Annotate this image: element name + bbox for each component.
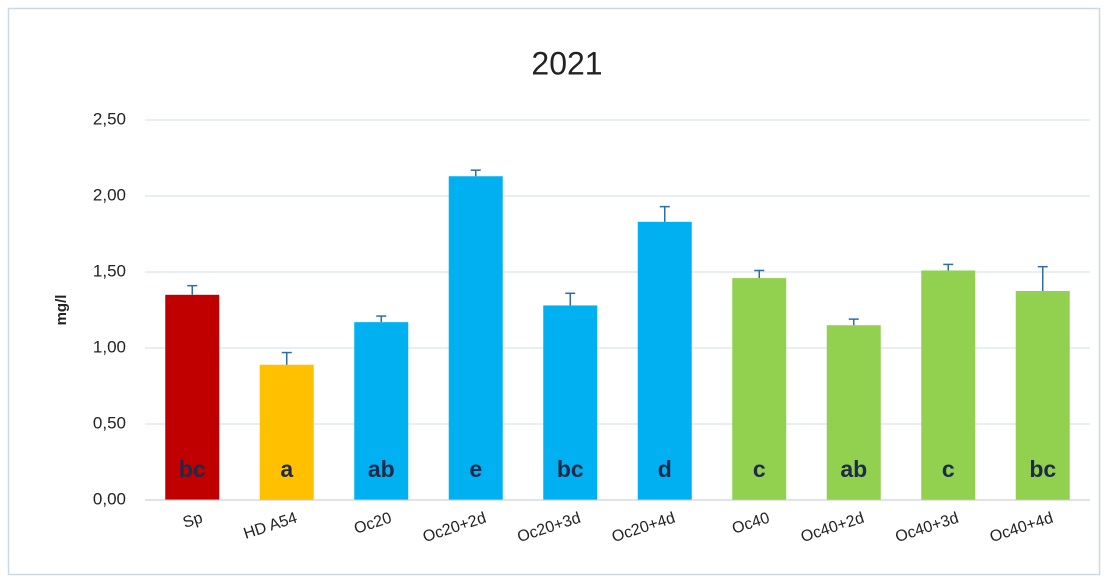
bar bbox=[1015, 291, 1070, 500]
annotation: bc bbox=[1029, 456, 1056, 482]
chart-title: 2021 bbox=[531, 45, 602, 81]
y-tick-label: 2,50 bbox=[93, 109, 126, 128]
bar bbox=[921, 270, 976, 500]
bar bbox=[165, 294, 220, 500]
y-tick-label: 2,00 bbox=[93, 185, 126, 204]
y-tick-label: 0,00 bbox=[93, 489, 126, 508]
annotation: bc bbox=[179, 456, 206, 482]
y-axis-label: mg/l bbox=[53, 295, 70, 326]
bar bbox=[732, 278, 787, 500]
bar bbox=[637, 221, 692, 500]
bar bbox=[543, 305, 598, 500]
annotation: c bbox=[942, 456, 955, 482]
bar bbox=[448, 176, 503, 501]
x-tick-label: Sp bbox=[181, 510, 205, 532]
bar bbox=[826, 325, 881, 500]
annotation: e bbox=[469, 456, 482, 482]
y-tick-label: 1,00 bbox=[93, 337, 126, 356]
annotation: ab bbox=[368, 456, 395, 482]
bar bbox=[354, 322, 409, 500]
y-tick-label: 1,50 bbox=[93, 261, 126, 280]
bar bbox=[259, 364, 314, 500]
annotation: a bbox=[280, 456, 293, 482]
annotation: c bbox=[753, 456, 766, 482]
annotation: ab bbox=[840, 456, 867, 482]
annotation: bc bbox=[557, 456, 584, 482]
y-tick-label: 0,50 bbox=[93, 413, 126, 432]
annotation: d bbox=[658, 456, 672, 482]
